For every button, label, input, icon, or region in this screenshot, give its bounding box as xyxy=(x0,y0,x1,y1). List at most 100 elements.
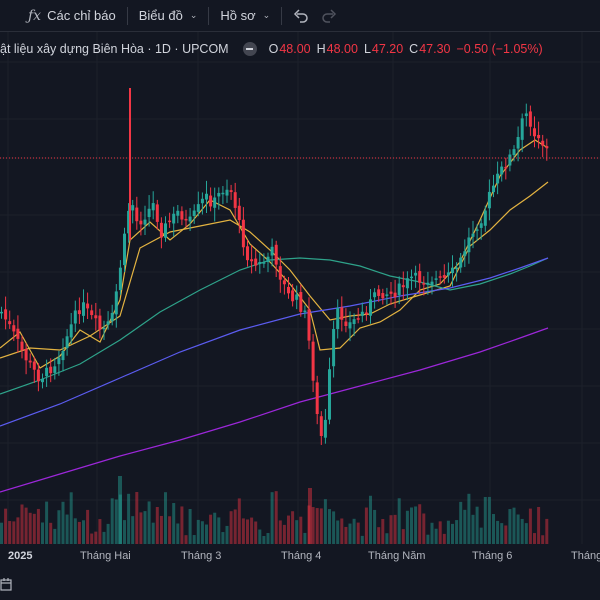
candle-body xyxy=(86,303,90,309)
candle-body xyxy=(451,267,454,274)
candle-body xyxy=(405,278,409,289)
candle-body xyxy=(20,341,24,351)
symbol-legend: ật liệu xây dựng Biên Hòa · 1D · UPCOM O… xyxy=(0,40,549,58)
candle-body xyxy=(504,166,508,169)
candle-body xyxy=(533,128,536,137)
candle-body xyxy=(16,328,20,339)
volume-bar xyxy=(151,522,155,544)
volume-bar xyxy=(451,523,454,544)
volume-bar xyxy=(188,508,192,544)
volume-bar xyxy=(459,501,463,544)
candle-body xyxy=(344,321,348,326)
candle-body xyxy=(192,210,196,216)
volume-bar xyxy=(492,514,495,544)
collapse-legend-button[interactable] xyxy=(242,42,257,56)
candle-body xyxy=(188,216,192,222)
volume-bar xyxy=(200,521,204,544)
volume-bar xyxy=(369,495,372,544)
volume-bar xyxy=(311,507,315,544)
chevron-down-icon: ⌄ xyxy=(262,10,271,21)
candle-body xyxy=(496,173,500,184)
chart-type-button[interactable]: Biểu đồ ⌄ xyxy=(133,4,204,28)
volume-bar xyxy=(250,517,254,544)
volume-bar xyxy=(4,508,8,544)
volume-bar xyxy=(360,535,364,544)
volume-bar xyxy=(401,529,405,544)
candle-body xyxy=(332,329,336,367)
volume-bar xyxy=(155,506,159,544)
profile-button[interactable]: Hồ sơ ⌄ xyxy=(214,4,276,28)
candle-body xyxy=(221,192,225,195)
candle-body xyxy=(397,283,401,296)
volume-bar xyxy=(344,526,348,544)
candle-body xyxy=(512,149,516,156)
volume-bar xyxy=(254,521,258,544)
candle-body xyxy=(520,118,524,140)
redo-icon xyxy=(322,8,337,23)
ma-line-4 xyxy=(0,257,549,427)
date-tick-apr: Tháng 4 xyxy=(281,550,322,562)
candle-body xyxy=(463,251,467,256)
volume-bar xyxy=(139,512,143,544)
candle-body xyxy=(266,256,270,262)
candlesticks xyxy=(0,88,549,445)
volume-bar xyxy=(41,522,44,544)
undo-button[interactable] xyxy=(287,4,315,28)
volume-bar xyxy=(385,533,389,544)
candle-body xyxy=(483,210,487,226)
high-value: 48.00 xyxy=(326,42,358,56)
volume-bar xyxy=(209,514,213,544)
candle-body xyxy=(98,315,102,330)
candle-body xyxy=(180,211,184,220)
candle-body xyxy=(537,134,541,139)
candle-body xyxy=(164,223,167,238)
candle-body xyxy=(41,378,44,383)
volume-bar xyxy=(274,491,278,544)
volume-bar xyxy=(434,528,438,544)
volume-bar xyxy=(422,513,426,544)
candle-body xyxy=(422,283,426,285)
candle-body xyxy=(213,197,217,208)
volume-bar xyxy=(315,508,319,544)
volume-bar xyxy=(520,518,524,544)
volume-bar xyxy=(106,523,110,544)
volume-bar xyxy=(184,535,188,544)
volume-bar xyxy=(168,516,172,544)
date-tick-feb: Tháng Hai xyxy=(80,550,131,562)
calendar-icon[interactable] xyxy=(0,577,12,591)
candle-body xyxy=(352,319,356,325)
volume-bar xyxy=(545,518,549,544)
volume-bar xyxy=(94,531,98,544)
volume-bar xyxy=(463,509,467,544)
candle-body xyxy=(516,137,520,149)
toolbar-divider xyxy=(281,6,283,25)
redo-button[interactable] xyxy=(315,4,343,28)
candle-body xyxy=(143,219,147,225)
candle-body xyxy=(356,318,360,320)
candle-body xyxy=(82,302,85,316)
candle-body xyxy=(524,113,528,117)
candle-body xyxy=(131,205,135,211)
candle-body xyxy=(233,192,237,208)
candle-body xyxy=(151,203,155,211)
volume-bar xyxy=(241,518,245,544)
volume-bar xyxy=(217,517,221,544)
volume-bar xyxy=(258,529,262,544)
volume-bar xyxy=(86,509,90,544)
candle-body xyxy=(147,208,151,218)
volume-bar xyxy=(430,522,434,544)
volume-bar xyxy=(16,517,20,544)
volume-bar xyxy=(336,520,340,544)
date-tick-may: Tháng Năm xyxy=(368,550,426,562)
candle-body xyxy=(348,322,352,329)
candle-body xyxy=(217,192,221,197)
volume-bar xyxy=(114,499,118,544)
volume-bar xyxy=(20,504,24,544)
candle-body xyxy=(323,419,327,438)
open-value: 48.00 xyxy=(279,42,311,56)
volume-bar xyxy=(127,493,131,544)
volume-bar xyxy=(418,504,422,544)
indicators-button[interactable]: ƒx Các chỉ báo xyxy=(22,4,122,28)
volume-bar xyxy=(159,515,163,544)
